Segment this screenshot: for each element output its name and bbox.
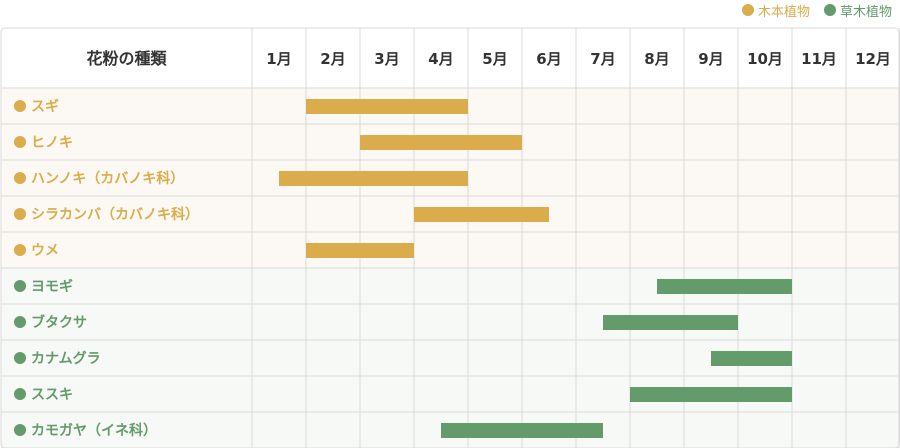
month-label: 9月 — [698, 50, 723, 68]
month-label: 8月 — [644, 50, 669, 68]
pollen-name: ウメ — [31, 243, 59, 259]
row-dot-icon — [14, 172, 26, 184]
row-background — [1, 304, 899, 340]
month-label: 1月 — [266, 50, 291, 68]
row-dot-icon — [14, 316, 26, 328]
legend-item-grass: 草木植物 — [823, 1, 892, 20]
month-label: 6月 — [536, 50, 561, 68]
row-dot-icon — [14, 424, 26, 436]
pollen-name: シラカンバ（カバノキ科） — [31, 206, 199, 223]
pollen-period-bar — [306, 99, 468, 114]
legend-dot-icon — [823, 4, 836, 16]
month-label: 12月 — [855, 50, 891, 68]
pollen-name: ブタクサ — [31, 314, 87, 331]
month-label: 10月 — [747, 50, 783, 68]
pollen-period-bar — [414, 207, 549, 222]
row-dot-icon — [14, 136, 26, 148]
legend-label: 木本植物 — [757, 4, 810, 20]
pollen-name: ハンノキ（カバノキ科） — [31, 170, 184, 187]
legend-dot-icon — [741, 4, 754, 16]
row-dot-icon — [14, 244, 26, 256]
pollen-name: スギ — [31, 98, 59, 115]
month-label: 3月 — [374, 50, 399, 68]
header-label: 花粉の種類 — [86, 49, 167, 68]
pollen-period-bar — [603, 315, 738, 330]
row-dot-icon — [14, 388, 26, 400]
pollen-name: ヒノキ — [31, 135, 73, 151]
row-dot-icon — [14, 208, 26, 220]
chart-border — [0, 27, 900, 448]
pollen-name: カナムグラ — [31, 350, 101, 367]
pollen-period-bar — [360, 135, 522, 150]
row-dot-icon — [14, 280, 26, 292]
month-label: 7月 — [590, 50, 615, 68]
legend-item-tree: 木本植物 — [741, 1, 810, 20]
legend: 木本植物 草木植物 — [741, 0, 892, 20]
row-dot-icon — [14, 100, 26, 112]
pollen-calendar-chart: 花粉の種類 1月 2月 3月 4月 5月 6月 7月 8月 9月 10月 11月 12月スギヒノキハンノ… — [0, 27, 900, 448]
header-background — [1, 28, 899, 88]
pollen-period-bar — [630, 387, 792, 402]
pollen-name: ヨモギ — [31, 278, 73, 295]
month-label: 2月 — [320, 50, 345, 68]
pollen-name: カモガヤ（イネ科） — [31, 422, 157, 439]
pollen-period-bar — [711, 351, 792, 366]
pollen-name: ススキ — [31, 387, 73, 403]
pollen-period-bar — [441, 423, 603, 438]
month-label: 4月 — [428, 50, 453, 68]
pollen-period-bar — [657, 279, 792, 294]
row-background — [1, 232, 899, 268]
pollen-period-bar — [279, 171, 468, 186]
row-dot-icon — [14, 352, 26, 364]
pollen-period-bar — [306, 243, 414, 258]
legend-label: 草木植物 — [839, 4, 892, 20]
month-label: 11月 — [801, 50, 837, 68]
month-label: 5月 — [482, 50, 507, 68]
